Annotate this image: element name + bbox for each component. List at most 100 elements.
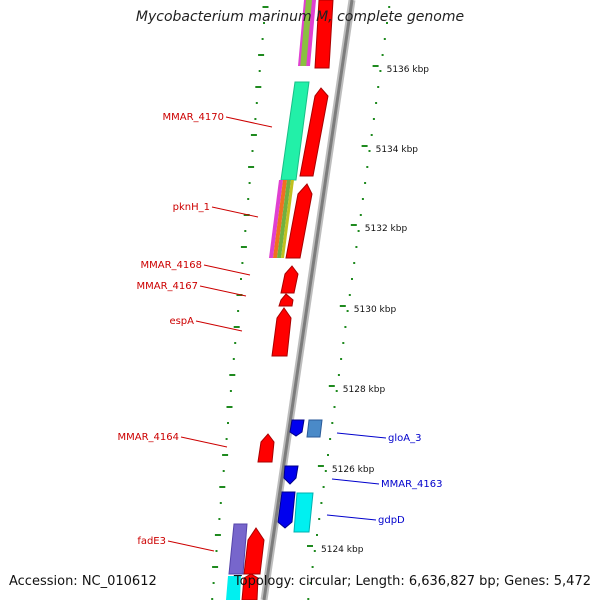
track-dot (234, 342, 237, 344)
track-dot (329, 438, 332, 440)
leader-line (211, 206, 259, 218)
track-dot (233, 326, 240, 328)
track-dot (368, 150, 371, 152)
track-dot (222, 470, 225, 472)
track-dot (331, 422, 334, 424)
tick-mark (317, 465, 324, 467)
tick-mark (339, 305, 346, 307)
leader-line (336, 432, 387, 439)
gene-arrow-mmar4168 (280, 265, 299, 294)
track-dot (255, 102, 258, 104)
track-dot (241, 262, 244, 264)
cog-band-pknh1-c (277, 180, 291, 258)
gene-label[interactable]: MMAR_4164 (118, 432, 180, 443)
track-dot (237, 310, 240, 312)
track-dot (366, 166, 369, 168)
gene-label[interactable]: MMAR_4170 (163, 112, 225, 123)
track-dot (258, 54, 265, 56)
track-dot (261, 38, 264, 40)
gene-arrow-mmar4167 (278, 293, 294, 307)
reverse-strand-features (277, 419, 323, 533)
track-dot (251, 150, 254, 152)
tick-label: 5124 kbp (321, 545, 364, 555)
track-dot (337, 374, 340, 376)
track-dot (316, 534, 318, 536)
track-dot (225, 438, 228, 440)
cog-band-gloa3 (306, 419, 323, 438)
tick-mark (361, 145, 368, 147)
cog-band-pknh1-d (281, 180, 294, 258)
leader-line (180, 436, 228, 448)
track-dot (227, 422, 229, 424)
track-dot (244, 230, 247, 232)
track-dot (335, 390, 338, 392)
cog-band-pknh1-b (273, 180, 287, 258)
track-dot (229, 374, 236, 376)
track-dot (254, 118, 257, 120)
track-dot (340, 358, 343, 360)
track-dot (212, 566, 219, 568)
gene-arrow-fade3 (243, 527, 265, 575)
track-dot (229, 390, 232, 392)
tick-label: 5128 kbp (343, 385, 386, 395)
track-dot (248, 166, 255, 168)
gene-label[interactable]: gdpD (378, 515, 405, 526)
cog-band-fade3 (228, 523, 248, 575)
track-dot (327, 454, 329, 456)
track-dot (250, 134, 257, 136)
tick-label: 5136 kbp (387, 65, 430, 75)
track-dot (222, 454, 229, 456)
gene-label[interactable]: MMAR_4163 (381, 479, 443, 490)
gene-arrow-bottom (241, 573, 259, 600)
accession-text: Accession: NC_010612 (9, 574, 157, 589)
gene-label[interactable]: MMAR_4167 (137, 281, 199, 292)
tick-label: 5132 kbp (365, 224, 408, 234)
gene-label[interactable]: MMAR_4168 (141, 260, 203, 271)
gene-labels-right: gloA_3 MMAR_4163 gdpD (326, 432, 443, 526)
gene-label[interactable]: espA (169, 316, 194, 327)
gene-label[interactable]: pknH_1 (173, 202, 210, 213)
inner-tick-track (211, 6, 269, 600)
track-dot (309, 582, 312, 584)
track-dot (322, 486, 325, 488)
track-dot (313, 550, 316, 552)
track-dot (351, 278, 353, 280)
gene-labels-left: MMAR_4170 pknH_1 MMAR_4168 MMAR_4167 espA MMA… (118, 112, 273, 552)
track-dot (353, 262, 356, 264)
cog-band-mmar4170 (280, 81, 310, 181)
track-dot (215, 550, 218, 552)
gene-arrow-mmar4164 (257, 433, 275, 463)
track-dot (377, 86, 380, 88)
track-dot (219, 502, 222, 504)
track-dot (218, 518, 221, 520)
track-dot (388, 6, 391, 8)
track-dot (379, 70, 382, 72)
track-dot (226, 406, 233, 408)
track-dot (324, 470, 327, 472)
track-dot (372, 118, 375, 120)
tick-label: 5126 kbp (332, 465, 375, 475)
cog-category-bands (226, 0, 316, 600)
tick-mark (350, 224, 357, 226)
track-dot (359, 214, 362, 216)
track-dot (248, 182, 251, 184)
track-dot (219, 486, 226, 488)
tick-label: 5134 kbp (376, 145, 419, 155)
cog-band-gdpd (293, 492, 314, 533)
gene-label[interactable]: fadE3 (137, 536, 166, 547)
track-dot (381, 54, 384, 56)
track-dot (240, 278, 242, 280)
gene-arrow-espa (271, 307, 292, 357)
track-dot (370, 134, 373, 136)
gene-label[interactable]: gloA_3 (388, 433, 421, 444)
track-dot (348, 294, 351, 296)
track-dot (346, 310, 349, 312)
track-dot (211, 598, 214, 600)
track-dot (263, 22, 265, 24)
gene-arrow-gloa3 (289, 419, 305, 437)
track-dot (247, 198, 250, 200)
track-dot (383, 38, 386, 40)
track-dot (214, 534, 221, 536)
track-dot (307, 598, 310, 600)
